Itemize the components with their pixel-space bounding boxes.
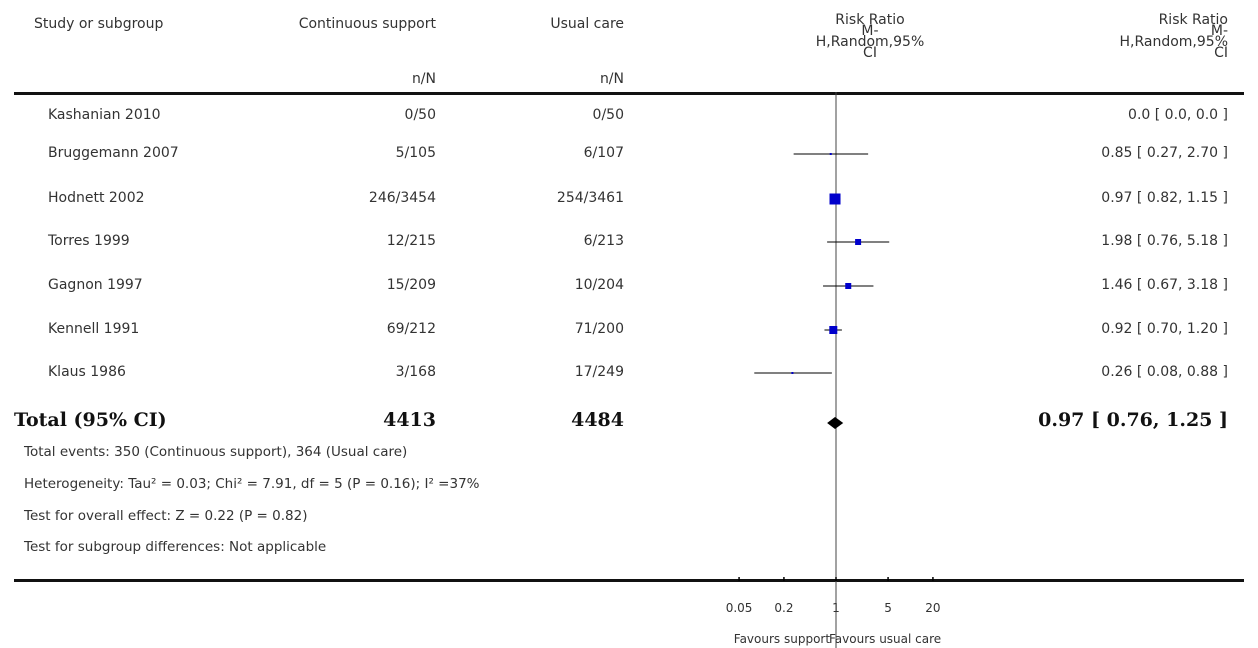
- study-name: Bruggemann 2007: [48, 145, 179, 161]
- study-ctrl: 10/204: [574, 277, 624, 293]
- total-label: Total (95% CI): [14, 409, 167, 431]
- header-continuous-support: Continuous support: [298, 16, 436, 32]
- header-risk-ratio-text: Risk Ratio M- H,Random,95% CI: [1090, 12, 1228, 61]
- axis-tick-label: 0.05: [726, 601, 753, 615]
- study-exp: 5/105: [395, 145, 436, 161]
- point-estimate-marker: [791, 372, 794, 374]
- header-continuous-nn: n/N: [411, 71, 436, 87]
- point-estimate-marker: [855, 239, 862, 245]
- note-heterogeneity: Heterogeneity: Tau² = 0.03; Chi² = 7.91,…: [24, 476, 480, 492]
- study-ctrl: 71/200: [574, 321, 624, 337]
- study-rr-text: 0.92 [ 0.70, 1.20 ]: [1101, 321, 1228, 337]
- header-rr-text-line2: M-: [1210, 23, 1228, 39]
- axis-tick-label: 5: [884, 601, 892, 615]
- total-exp: 4413: [383, 409, 436, 431]
- header-rr-text-line4: CI: [1214, 45, 1228, 61]
- header-usual-nn: n/N: [599, 71, 624, 87]
- header-rr-plot-line1: Risk Ratio: [835, 12, 905, 28]
- study-ctrl: 6/213: [583, 233, 624, 249]
- header-usual-care: Usual care: [550, 16, 624, 32]
- study-ctrl: 17/249: [574, 364, 624, 380]
- header-risk-ratio-plot: Risk Ratio M- H,Random,95% CI: [800, 12, 940, 61]
- study-rr-text: 1.98 [ 0.76, 5.18 ]: [1101, 233, 1228, 249]
- point-estimate-marker: [845, 283, 852, 289]
- point-estimate-marker: [829, 193, 841, 205]
- study-ctrl: 254/3461: [556, 190, 624, 206]
- study-name: Klaus 1986: [48, 364, 126, 380]
- note-subgroup-differences: Test for subgroup differences: Not appli…: [24, 539, 327, 555]
- axis-tick-label: 1: [832, 601, 840, 615]
- study-name: Torres 1999: [48, 233, 130, 249]
- study-exp: 69/212: [386, 321, 436, 337]
- pooled-diamond: [827, 417, 844, 429]
- note-total-events: Total events: 350 (Continuous support), …: [24, 444, 408, 460]
- point-estimate-marker: [829, 153, 832, 155]
- footer-rule: [14, 579, 1244, 582]
- study-exp: 3/168: [395, 364, 436, 380]
- study-exp: 15/209: [386, 277, 436, 293]
- header-rr-plot-line3: H,Random,95%: [815, 34, 925, 50]
- study-name: Hodnett 2002: [48, 190, 145, 206]
- favours-left-label: Favours support: [734, 632, 831, 646]
- favours-right-label: Favours usual care: [829, 632, 941, 646]
- study-rr-text: 1.46 [ 0.67, 3.18 ]: [1101, 277, 1228, 293]
- study-name: Kennell 1991: [48, 321, 140, 337]
- study-exp: 12/215: [386, 233, 436, 249]
- axis-tick-label: 0.2: [774, 601, 793, 615]
- study-rr-text: 0.0 [ 0.0, 0.0 ]: [1128, 107, 1228, 123]
- header-rule: [14, 92, 1244, 95]
- header-rr-text-line3: H,Random,95%: [1119, 34, 1228, 50]
- header-study: Study or subgroup: [34, 16, 164, 32]
- total-rr-text: 0.97 [ 0.76, 1.25 ]: [1038, 409, 1228, 431]
- header-rr-plot-line2: M-: [861, 23, 879, 39]
- total-ctrl: 4484: [571, 409, 624, 431]
- study-rr-text: 0.85 [ 0.27, 2.70 ]: [1101, 145, 1228, 161]
- study-ctrl: 6/107: [583, 145, 624, 161]
- header-rr-plot-line4: CI: [863, 45, 877, 61]
- study-rr-text: 0.26 [ 0.08, 0.88 ]: [1101, 364, 1228, 380]
- study-exp: 0/50: [404, 107, 436, 123]
- header-rr-text-line1: Risk Ratio: [1158, 12, 1228, 28]
- study-rr-text: 0.97 [ 0.82, 1.15 ]: [1101, 190, 1228, 206]
- note-overall-effect: Test for overall effect: Z = 0.22 (P = 0…: [24, 508, 308, 524]
- axis-tick-label: 20: [925, 601, 940, 615]
- study-name: Gagnon 1997: [48, 277, 143, 293]
- study-name: Kashanian 2010: [48, 107, 161, 123]
- study-ctrl: 0/50: [592, 107, 624, 123]
- study-exp: 246/3454: [368, 190, 436, 206]
- point-estimate-marker: [829, 326, 838, 334]
